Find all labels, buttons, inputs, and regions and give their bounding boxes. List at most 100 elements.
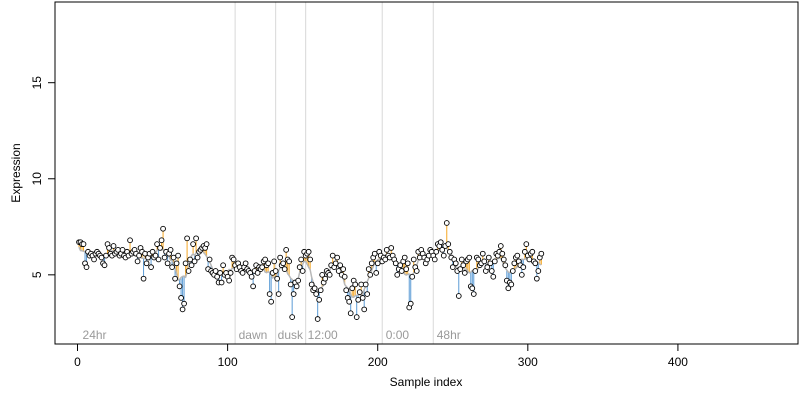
- data-point: [340, 266, 347, 272]
- data-point: [347, 310, 354, 317]
- data-point: [499, 250, 506, 257]
- data-point: [500, 256, 507, 263]
- data-point: [457, 266, 464, 272]
- data-point: [194, 254, 201, 261]
- data-point: [254, 270, 261, 276]
- data-point: [167, 247, 174, 253]
- data-point: [191, 258, 198, 265]
- data-point: [316, 296, 323, 303]
- data-point: [532, 260, 539, 267]
- data-point: [305, 248, 312, 255]
- data-point: [481, 258, 488, 265]
- data-point: [470, 291, 477, 297]
- data-point: [431, 256, 438, 263]
- data-point: [203, 241, 210, 247]
- data-point: [158, 237, 165, 244]
- data-point: [352, 281, 359, 288]
- data-point: [466, 254, 473, 261]
- data-point: [469, 285, 476, 292]
- annotation-labels: 24hr dawn dusk 12:00 0:00 48hr: [83, 328, 461, 342]
- data-point: [353, 314, 360, 320]
- data-point: [520, 264, 527, 270]
- data-point: [220, 262, 226, 269]
- data-point: [538, 250, 545, 257]
- data-point: [460, 262, 467, 269]
- data-point: [91, 256, 97, 263]
- data-point: [514, 252, 521, 259]
- data-point: [343, 287, 350, 294]
- data-point: [364, 291, 371, 297]
- data-point: [388, 245, 395, 251]
- y-tick-label: 5: [30, 271, 44, 278]
- data-point: [433, 248, 440, 255]
- data-point: [394, 271, 401, 278]
- data-point: [365, 266, 372, 272]
- x-axis-label: Sample index: [390, 375, 463, 389]
- data-point: [157, 245, 163, 251]
- data-point: [535, 268, 542, 274]
- data-point: [502, 262, 509, 269]
- data-point: [533, 275, 540, 282]
- data-point: [505, 285, 512, 292]
- data-point: [143, 260, 150, 267]
- data-point: [176, 283, 183, 290]
- data-point: [80, 241, 87, 247]
- data-point: [188, 262, 195, 269]
- data-point: [299, 268, 306, 274]
- data-point: [443, 220, 450, 226]
- data-point: [226, 277, 232, 284]
- data-point: [218, 279, 225, 286]
- data-point: [484, 264, 491, 270]
- data-point: [289, 314, 296, 320]
- data-point: [271, 258, 277, 265]
- data-point: [206, 256, 213, 263]
- data-point: [134, 258, 141, 265]
- data-point: [127, 237, 133, 244]
- data-point: [319, 271, 326, 278]
- data-point: [311, 285, 318, 292]
- data-point: [136, 252, 142, 259]
- y-tick-label: 15: [30, 76, 44, 90]
- data-points: [76, 220, 545, 322]
- data-point: [274, 275, 280, 282]
- data-point: [346, 298, 353, 305]
- data-point: [313, 291, 320, 297]
- data-point: [140, 275, 147, 282]
- data-point: [164, 260, 171, 267]
- data-point: [149, 248, 156, 255]
- data-point: [185, 268, 192, 274]
- data-point: [181, 300, 187, 307]
- data-point: [152, 252, 159, 259]
- data-point: [359, 295, 366, 301]
- data-point: [349, 285, 356, 292]
- data-point: [280, 260, 287, 267]
- data-point: [110, 243, 117, 249]
- plot-frame: [54, 1, 799, 345]
- data-point: [248, 273, 255, 280]
- annotation-label: 0:00: [386, 328, 410, 342]
- data-point: [184, 235, 190, 242]
- x-tick-label: 300: [518, 355, 538, 369]
- y-axis: 5 10 15: [30, 76, 56, 278]
- data-point: [175, 252, 181, 259]
- data-point: [367, 271, 374, 278]
- x-tick-label: 200: [368, 355, 388, 369]
- x-axis: 0 100 200 300 400: [74, 343, 688, 369]
- x-tick-label: 100: [218, 355, 238, 369]
- data-point: [268, 298, 274, 305]
- data-point: [275, 291, 282, 297]
- data-point: [272, 268, 279, 274]
- data-point: [239, 270, 246, 276]
- data-point: [397, 262, 404, 269]
- data-point: [449, 264, 456, 270]
- data-point: [148, 264, 154, 270]
- annotation-label: 24hr: [83, 328, 107, 342]
- data-point: [283, 247, 290, 253]
- data-point: [521, 248, 528, 255]
- data-point: [169, 264, 175, 270]
- data-point: [485, 254, 492, 261]
- data-point: [281, 266, 288, 272]
- data-point: [491, 258, 498, 265]
- data-point: [361, 306, 368, 313]
